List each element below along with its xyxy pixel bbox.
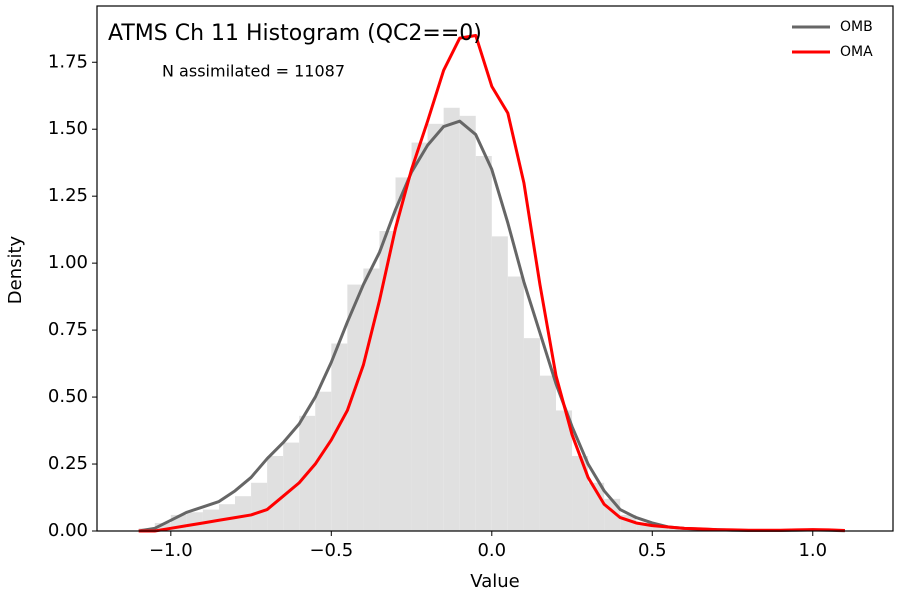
histogram-bar — [491, 236, 508, 531]
histogram-bar — [427, 123, 444, 531]
y-tick-label: 1.50 — [48, 118, 88, 139]
y-tick-label: 1.00 — [48, 252, 88, 273]
x-tick-label: −1.0 — [149, 540, 193, 561]
y-tick-label: 1.25 — [48, 185, 88, 206]
x-tick-label: 1.0 — [798, 540, 827, 561]
histogram-bar — [363, 268, 380, 531]
axes-frame — [96, 5, 894, 532]
histogram-bar — [186, 512, 203, 531]
histogram-bar — [283, 442, 300, 531]
y-axis-label: Density — [5, 235, 26, 304]
histogram-bar — [572, 456, 589, 531]
y-tick-label: 1.75 — [48, 51, 88, 72]
annotation: N assimilated = 11087 — [162, 62, 345, 81]
histogram-bar — [523, 338, 540, 531]
chart-title: ATMS Ch 11 Histogram (QC2==0) — [108, 21, 482, 46]
histogram-bar — [652, 526, 669, 531]
histogram-bar — [539, 375, 556, 531]
histogram-bar — [555, 410, 573, 531]
histogram-bar — [459, 115, 476, 532]
legend-label: OMB — [840, 19, 873, 35]
y-tick-label: 0.00 — [48, 520, 88, 541]
histogram-bar — [475, 156, 492, 531]
histogram-bar — [507, 276, 524, 531]
histogram-bar — [235, 496, 252, 531]
histogram-bar — [267, 456, 284, 531]
histogram-bar — [443, 107, 460, 532]
x-tick-label: −0.5 — [309, 540, 353, 561]
histogram-bar — [347, 284, 364, 531]
legend-label: OMA — [840, 44, 873, 60]
histogram-bar — [251, 482, 268, 531]
y-tick-label: 0.50 — [48, 386, 88, 407]
x-axis-label: Value — [470, 571, 519, 592]
histogram-bar — [684, 529, 701, 531]
y-tick-label: 0.25 — [48, 453, 88, 474]
histogram-bar — [331, 343, 348, 531]
density-line — [138, 33, 845, 533]
y-tick-label: 0.75 — [48, 319, 88, 340]
histogram-bar — [668, 528, 685, 531]
histogram-bar — [154, 522, 171, 531]
plot-area — [138, 33, 845, 533]
histogram-bar — [411, 142, 428, 531]
histogram-bar — [379, 231, 396, 531]
histogram-bar — [395, 177, 412, 531]
histogram-bar — [315, 391, 332, 531]
histogram-bar — [636, 522, 653, 531]
x-tick-label: 0.0 — [477, 540, 506, 561]
x-tick-label: 0.5 — [638, 540, 667, 561]
